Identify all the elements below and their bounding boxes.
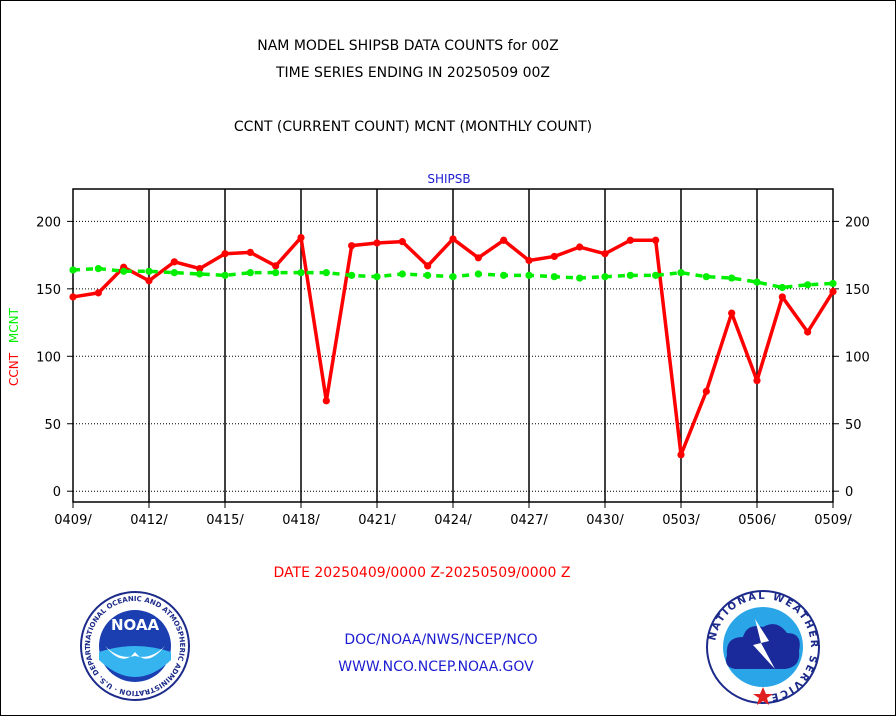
data-point-mcnt [145,267,153,275]
y-tick-label-right: 150 [845,283,870,298]
data-point-ccnt [221,250,229,258]
org-line: DOC/NOAA/NWS/NCEP/NCO [344,632,538,648]
x-tick-label: 0421/ [358,513,396,528]
x-tick-label: 0418/ [282,513,320,528]
chart-header-line-3: CCNT (CURRENT COUNT) MCNT (MONTHLY COUNT… [233,119,593,135]
data-point-ccnt [728,309,736,317]
data-point-ccnt [272,262,280,270]
y-tick-label-right: 100 [845,350,870,365]
data-point-mcnt [322,269,330,277]
y-tick-label-left: 0 [53,485,61,500]
chart-header-line-2: TIME SERIES ENDING IN 20250509 00Z [276,65,550,81]
data-point-ccnt [652,236,660,244]
y-tick-label-left: 150 [36,283,61,298]
data-point-mcnt [474,270,482,278]
data-point-mcnt [500,271,508,279]
x-tick-label: 0409/ [54,513,92,528]
data-point-mcnt [348,271,356,279]
data-point-mcnt [702,273,710,281]
nws-logo-icon: NATIONAL WEATHER SERVICE [706,590,820,705]
plot-title: SHIPSB [427,172,471,186]
data-point-ccnt [398,238,406,246]
data-point-ccnt [500,236,508,244]
data-point-mcnt [449,273,457,281]
data-point-mcnt [829,279,837,288]
data-point-mcnt [424,271,432,279]
data-point-ccnt [778,293,786,301]
data-point-mcnt [626,271,634,279]
x-tick-label: 0415/ [206,513,244,528]
data-point-mcnt [221,271,229,279]
data-point-ccnt [297,233,305,242]
y-tick-label-left: 50 [44,418,61,433]
x-tick-label: 0430/ [586,513,624,528]
data-point-mcnt [297,269,305,277]
data-point-ccnt [348,242,356,250]
data-point-mcnt [196,270,204,278]
chart-header-line-1: NAM MODEL SHIPSB DATA COUNTS for 00Z [257,38,559,54]
data-point-mcnt [677,269,685,277]
data-point-mcnt [398,270,406,278]
data-point-mcnt [601,273,609,281]
x-tick-label: 0503/ [662,513,700,528]
data-point-ccnt [449,235,457,243]
data-point-mcnt [550,273,558,281]
data-point-ccnt [601,250,609,258]
data-point-mcnt [170,269,178,277]
data-point-mcnt [120,267,128,275]
data-point-ccnt [196,264,204,273]
x-tick-label: 0509/ [814,513,852,528]
data-point-ccnt [474,254,482,262]
data-point-mcnt [272,269,280,277]
y-tick-label-right: 200 [845,215,870,230]
data-point-ccnt [145,277,153,285]
data-point-ccnt [576,243,584,251]
data-point-ccnt [829,287,837,296]
x-tick-label: 0424/ [434,513,472,528]
data-point-ccnt [322,397,330,405]
data-point-mcnt [753,278,761,286]
data-point-mcnt [804,281,812,289]
x-tick-label: 0506/ [738,513,776,528]
data-point-ccnt [626,236,634,244]
data-point-mcnt [525,271,533,279]
data-point-ccnt [246,248,254,257]
data-point-mcnt [778,283,786,292]
y-tick-label-right: 0 [845,485,853,500]
data-point-ccnt [702,387,710,395]
data-point-ccnt [550,252,558,261]
data-point-ccnt [170,258,178,266]
data-point-mcnt [728,274,736,282]
data-point-mcnt [652,271,660,279]
data-point-ccnt [804,328,812,336]
data-point-ccnt [677,451,685,459]
x-tick-label: 0427/ [510,513,548,528]
noaa-logo-icon: NATIONAL OCEANIC AND ATMOSPHERIC ADMINIS… [79,590,190,701]
data-point-ccnt [94,289,102,297]
data-point-ccnt [373,239,381,247]
data-point-ccnt [424,262,432,270]
noaa-logo-text: NOAA [111,616,160,634]
data-point-ccnt [525,256,533,265]
x-tick-label: 0412/ [130,513,168,528]
data-point-mcnt [246,269,254,277]
data-point-mcnt [576,274,584,282]
data-point-ccnt [753,376,761,385]
data-point-mcnt [69,266,77,274]
y-tick-label-left: 100 [36,350,61,365]
y-tick-label-right: 50 [845,418,862,433]
website-line: WWW.NCO.NCEP.NOAA.GOV [338,659,534,675]
data-point-mcnt [94,264,102,273]
data-point-ccnt [69,293,77,301]
y-tick-label-left: 200 [36,215,61,230]
date-range-label: DATE 20250409/0000 Z-20250509/0000 Z [273,565,571,581]
data-point-mcnt [373,273,381,281]
